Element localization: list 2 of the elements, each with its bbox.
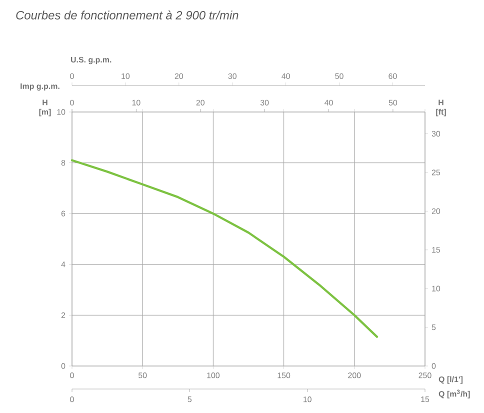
line-series	[70, 159, 378, 338]
chart-title: Courbes de fonctionnement à 2 900 tr/min	[16, 10, 238, 20]
